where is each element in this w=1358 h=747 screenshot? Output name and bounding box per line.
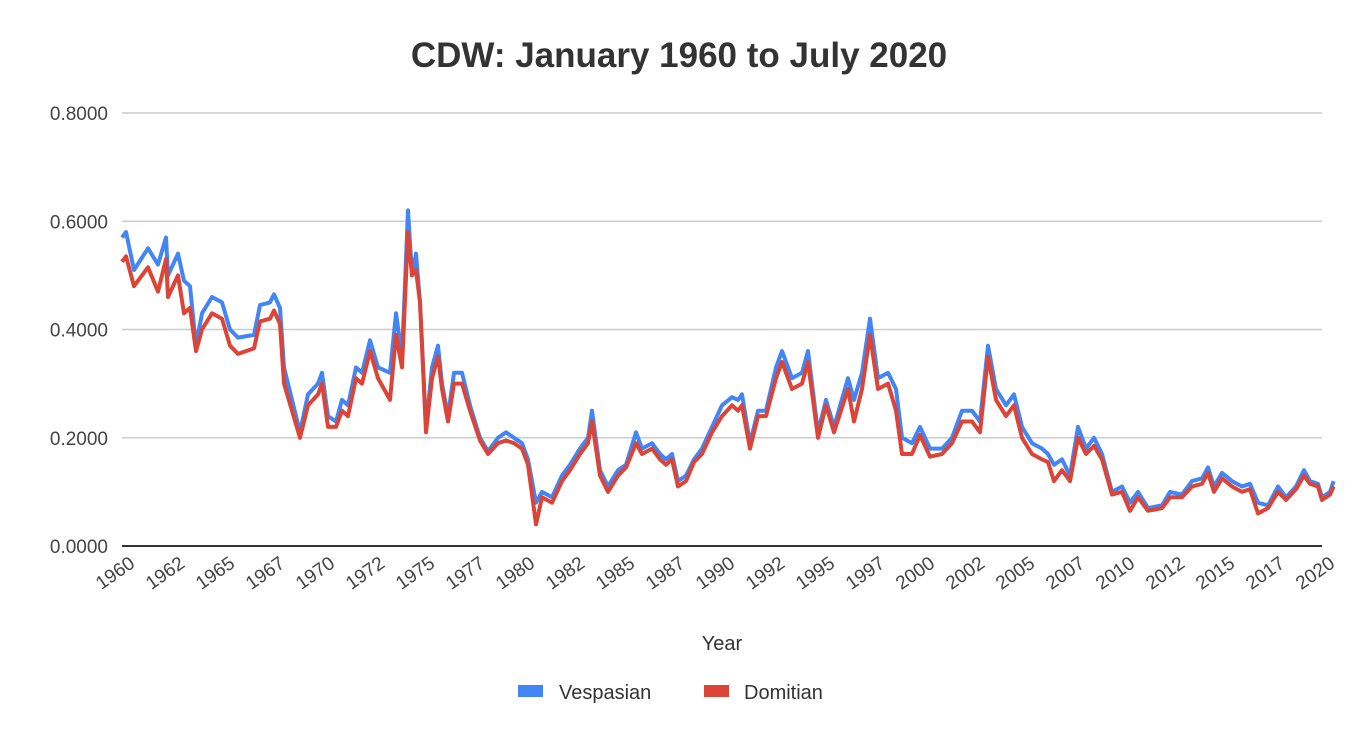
x-tick-label: 2007 (1042, 553, 1089, 594)
x-tick-label: 2020 (1292, 553, 1339, 594)
legend-item-vespasian[interactable]: Vespasian (518, 682, 651, 704)
x-tick-label: 1997 (842, 553, 889, 594)
y-tick-label: 0.0000 (50, 537, 108, 558)
x-tick-label: 1995 (792, 553, 839, 594)
x-tick-label: 2010 (1092, 553, 1139, 594)
y-tick-label: 0.2000 (50, 429, 108, 450)
x-tick-label: 1982 (542, 553, 589, 594)
x-tick-label: 1960 (92, 553, 139, 594)
x-tick-label: 1965 (192, 553, 239, 594)
x-tick-label: 1970 (292, 553, 339, 594)
legend-swatch-domitian (704, 685, 729, 697)
x-tick-label: 2002 (942, 553, 989, 594)
x-tick-label: 1985 (592, 553, 639, 594)
x-tick-label: 1992 (742, 553, 789, 594)
legend: Vespasian Domitian (518, 682, 823, 704)
legend-swatch-vespasian (518, 685, 543, 697)
x-tick-label: 1990 (692, 553, 739, 594)
x-tick-label: 1962 (142, 553, 189, 594)
x-tick-label: 2017 (1242, 553, 1289, 594)
x-tick-label: 2005 (992, 553, 1039, 594)
x-tick-label: 1975 (392, 553, 439, 594)
x-tick-label: 1972 (342, 553, 389, 594)
x-tick-label: 1980 (492, 553, 539, 594)
y-tick-label: 0.4000 (50, 321, 108, 342)
chart-title: CDW: January 1960 to July 2020 (411, 36, 947, 75)
x-tick-label: 2012 (1142, 553, 1189, 594)
x-tick-label: 1977 (442, 553, 489, 594)
x-tick-label: 1987 (642, 553, 689, 594)
x-tick-label: 2000 (892, 553, 939, 594)
legend-item-domitian[interactable]: Domitian (704, 682, 823, 704)
x-axis-label: Year (702, 633, 743, 655)
y-tick-label: 0.6000 (50, 212, 108, 233)
x-tick-label: 1967 (242, 553, 289, 594)
x-tick-label: 2015 (1192, 553, 1239, 594)
legend-label-domitian: Domitian (744, 682, 823, 704)
legend-label-vespasian: Vespasian (559, 682, 651, 704)
series-line-vespasian (120, 208, 1336, 511)
series-line-domitian (120, 230, 1336, 527)
y-tick-label: 0.8000 (50, 104, 108, 125)
